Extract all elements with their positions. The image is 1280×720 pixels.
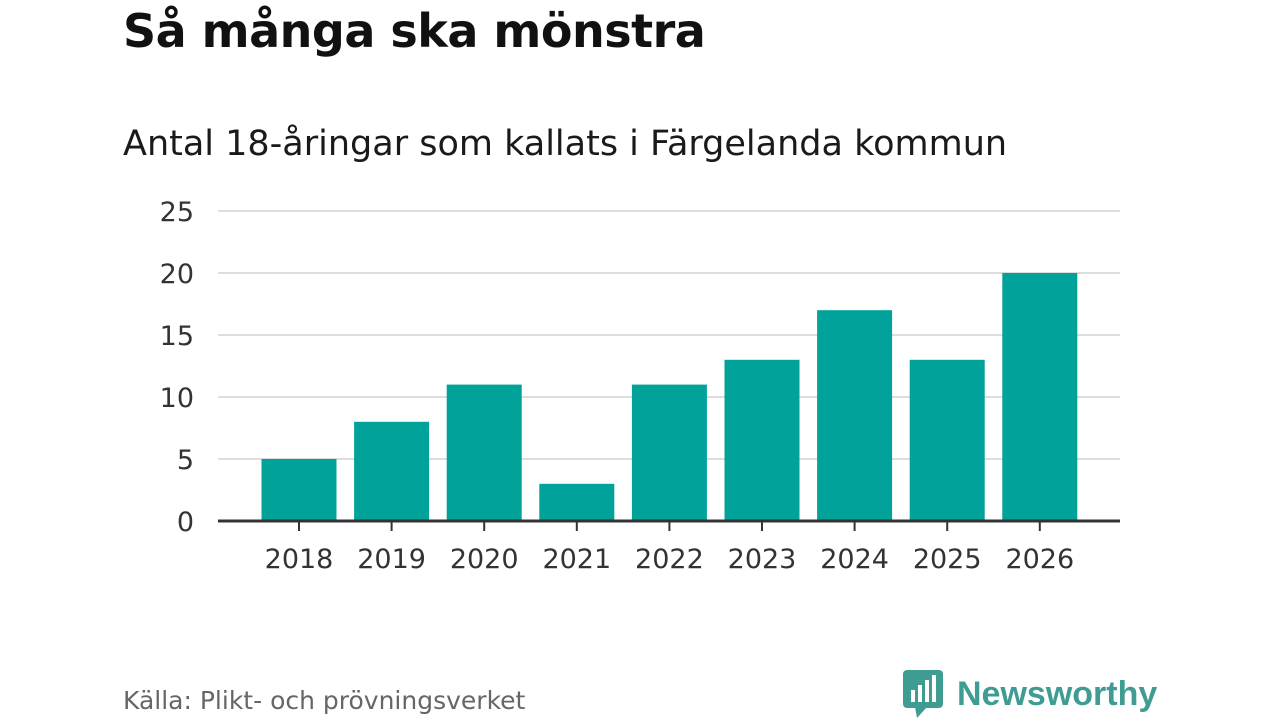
- x-tick-label: 2019: [357, 544, 426, 575]
- bar: [817, 310, 893, 521]
- chart-subtitle: Antal 18-åringar som kallats i Färgeland…: [123, 124, 1008, 164]
- y-tick-label: 5: [177, 445, 194, 476]
- x-axis: [218, 519, 1120, 531]
- x-tick-label: 2023: [728, 544, 797, 575]
- y-tick-label: 25: [160, 197, 194, 228]
- bar: [631, 384, 707, 521]
- brand-name: Newsworthy: [957, 674, 1158, 713]
- chart-title: Så många ska mönstra: [123, 4, 706, 58]
- x-tick-label: 2024: [820, 544, 889, 575]
- y-axis-ticks: 0 5 10 15 20 25: [160, 197, 194, 538]
- y-tick-label: 10: [160, 383, 194, 414]
- x-tick-label: 2018: [265, 544, 334, 575]
- bar-chart-speech-bubble-icon: [903, 670, 943, 718]
- x-tick-label: 2020: [450, 544, 519, 575]
- y-tick-label: 0: [177, 507, 194, 538]
- bar: [539, 483, 615, 521]
- bar: [1002, 273, 1078, 521]
- y-tick-label: 15: [160, 321, 194, 352]
- bar: [354, 421, 430, 521]
- x-tick-label: 2025: [913, 544, 982, 575]
- x-tick-label: 2021: [542, 544, 611, 575]
- bar: [261, 459, 337, 521]
- brand-logo: Newsworthy: [903, 670, 1157, 718]
- y-tick-label: 20: [160, 259, 194, 290]
- x-axis-ticks: 2018 2019 2020 2021 2022 2023 2024 2025 2026: [265, 544, 1075, 575]
- x-tick-label: 2026: [1005, 544, 1074, 575]
- bars: [261, 273, 1078, 521]
- source-note: Källa: Plikt- och prövningsverket: [123, 686, 526, 715]
- x-tick-label: 2022: [635, 544, 704, 575]
- bar: [446, 384, 522, 521]
- bar: [909, 359, 985, 521]
- bar: [724, 359, 800, 521]
